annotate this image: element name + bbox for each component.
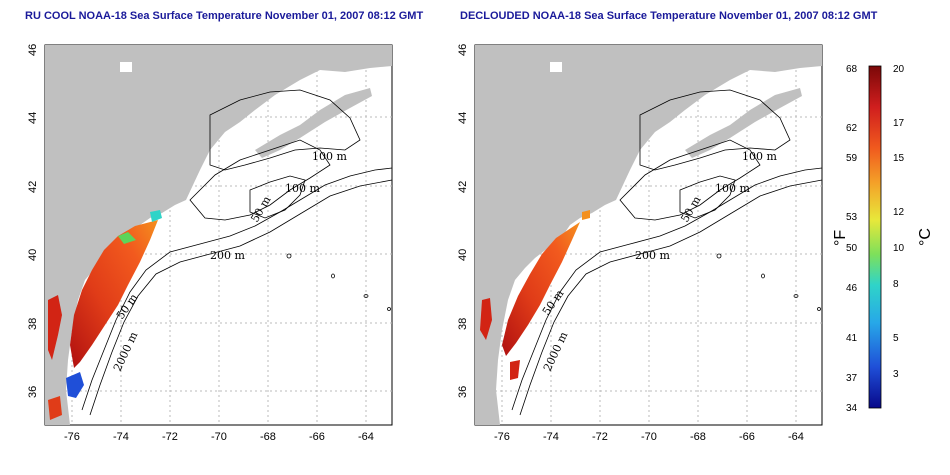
right-lon-tick-76: -76: [494, 431, 510, 443]
right-lat-tick-36: 36: [457, 386, 469, 398]
left-lon-tick-70: -70: [211, 431, 227, 443]
right-contours: [511, 89, 823, 416]
cb-f-53: 53: [846, 212, 858, 223]
colorbar-celsius-ticks: 20 17 15 12 10 8 5 3: [893, 64, 905, 380]
right-sst-bay: [480, 298, 492, 340]
cb-f-41: 41: [846, 333, 858, 344]
left-sst-green: [118, 232, 136, 244]
cb-f-46: 46: [846, 283, 858, 294]
left-lon-tick-74: -74: [113, 431, 129, 443]
cb-f-34: 34: [846, 403, 858, 414]
cb-c-12: 12: [893, 207, 905, 218]
right-lat-tick-38: 38: [457, 318, 469, 330]
cb-c-15: 15: [893, 153, 905, 164]
right-lat-tick-40: 40: [457, 249, 469, 261]
left-map: 100 m 100 m 50 m 200 m 50 m 2000 m -76 -…: [27, 44, 393, 443]
cb-f-62: 62: [846, 123, 858, 134]
cb-f-59: 59: [846, 153, 858, 164]
right-sst-swath: [502, 222, 580, 356]
right-small-contours: [716, 253, 821, 311]
colorbar-fahrenheit-ticks: 68 62 59 53 50 46 41 37 34: [846, 64, 858, 414]
left-lon-tick-72: -72: [162, 431, 178, 443]
colorbar: 68 62 59 53 50 46 41 37 34 20 17 15 12 1…: [832, 64, 934, 414]
cb-c-5: 5: [893, 333, 899, 344]
left-contour-label-200m: 200 m: [210, 249, 245, 262]
right-lat-ticks: 36 38 40 42 44 46: [457, 44, 469, 398]
right-lon-tick-66: -66: [739, 431, 755, 443]
left-lat-ticks: 36 38 40 42 44 46: [27, 44, 39, 398]
right-lat-tick-42: 42: [457, 181, 469, 193]
right-lon-tick-64: -64: [788, 431, 804, 443]
left-lat-tick-36: 36: [27, 386, 39, 398]
left-contour-label-100m-b: 100 m: [285, 182, 320, 195]
left-lat-tick-44: 44: [27, 112, 39, 124]
left-sst-swath: [70, 220, 158, 368]
left-lat-tick-40: 40: [27, 249, 39, 261]
right-lat-tick-46: 46: [457, 44, 469, 56]
left-lat-tick-38: 38: [27, 318, 39, 330]
left-lake: [120, 62, 132, 72]
colorbar-fahrenheit-unit: °F: [832, 230, 849, 246]
left-lon-tick-64: -64: [358, 431, 374, 443]
cb-c-20: 20: [893, 64, 905, 75]
left-sst-blue: [66, 372, 84, 398]
cb-c-3: 3: [893, 369, 899, 380]
left-lon-ticks: -76 -74 -72 -70 -68 -66 -64: [64, 431, 374, 443]
right-contour-label-200m: 200 m: [635, 249, 670, 262]
left-land: [45, 45, 392, 425]
left-sst-cyan: [150, 210, 162, 222]
left-sst-south: [48, 396, 62, 420]
right-contour-label-100m-a: 100 m: [742, 150, 777, 163]
cb-f-68: 68: [846, 64, 858, 75]
left-lat-tick-46: 46: [27, 44, 39, 56]
right-nova-scotia: [685, 88, 802, 158]
right-sst-orange: [582, 210, 590, 220]
right-map-title: DECLOUDED NOAA-18 Sea Surface Temperatur…: [460, 10, 878, 22]
left-contours: [81, 89, 393, 416]
cb-f-37: 37: [846, 373, 858, 384]
right-sst-south: [510, 360, 520, 380]
right-lon-tick-74: -74: [543, 431, 559, 443]
right-lon-ticks: -76 -74 -72 -70 -68 -66 -64: [494, 431, 804, 443]
left-contour-label-100m-a: 100 m: [312, 150, 347, 163]
right-lat-tick-44: 44: [457, 112, 469, 124]
left-lon-tick-76: -76: [64, 431, 80, 443]
right-lon-tick-72: -72: [592, 431, 608, 443]
right-land: [475, 45, 822, 425]
left-nova-scotia: [255, 88, 372, 158]
right-lon-tick-68: -68: [690, 431, 706, 443]
left-map-title: RU COOL NOAA-18 Sea Surface Temperature …: [25, 10, 424, 22]
left-small-contours: [286, 253, 391, 311]
colorbar-gradient: [868, 65, 882, 409]
left-lat-tick-42: 42: [27, 181, 39, 193]
left-sst-bay: [48, 295, 62, 360]
left-lon-tick-66: -66: [309, 431, 325, 443]
cb-c-8: 8: [893, 279, 899, 290]
right-contour-label-100m-b: 100 m: [715, 182, 750, 195]
right-map: 100 m 100 m 50 m 200 m 50 m 2000 m -76 -…: [457, 44, 823, 443]
colorbar-celsius-unit: °C: [917, 228, 934, 246]
left-lon-tick-68: -68: [260, 431, 276, 443]
cb-c-17: 17: [893, 118, 905, 129]
right-lon-tick-70: -70: [641, 431, 657, 443]
cb-c-10: 10: [893, 243, 905, 254]
cb-f-50: 50: [846, 243, 858, 254]
right-lake: [550, 62, 562, 72]
